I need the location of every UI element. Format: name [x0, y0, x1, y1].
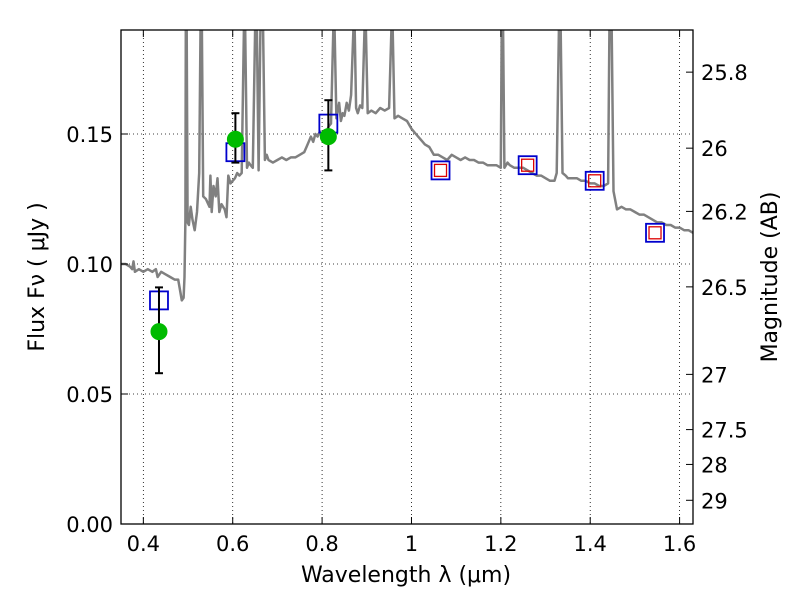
magnitude-tick-label: 25.8 — [701, 61, 748, 85]
y-axis-label: Flux Fν ( μJy ) — [25, 202, 50, 351]
y-tick-label: 0.00 — [66, 513, 113, 537]
x-tick-label: 0.4 — [127, 532, 160, 556]
model-blue-square — [584, 170, 605, 191]
x-tick-label: 1.6 — [663, 532, 696, 556]
magnitude-tick-label: 27.5 — [701, 419, 748, 443]
x-tick-label: 1 — [405, 532, 418, 556]
model-red-square — [433, 163, 448, 178]
x-tick-label: 1.4 — [574, 532, 607, 556]
series-layer — [121, 30, 693, 375]
observed-point — [226, 130, 244, 148]
y-axis-ticks: 0.00 0.05 0.10 0.15 — [66, 123, 128, 537]
observed-points — [150, 128, 337, 341]
observed-point — [150, 323, 168, 341]
magnitude-tick-label: 28 — [701, 453, 728, 477]
y-tick-label: 0.15 — [66, 123, 113, 147]
sed-line — [121, 30, 693, 302]
model-red-square — [648, 226, 662, 240]
x-tick-label: 0.8 — [305, 532, 338, 556]
magnitude-axis-ticks: 25.8 26 26.2 26.5 27 27.5 28 29 — [686, 61, 748, 513]
x-tick-label: 0.6 — [216, 532, 249, 556]
model-blue-square — [517, 155, 538, 176]
magnitude-tick-label: 29 — [701, 489, 728, 513]
magnitude-tick-label: 27 — [701, 363, 728, 387]
observed-point — [319, 128, 337, 146]
y-tick-label: 0.05 — [66, 383, 113, 407]
model-red-squares — [433, 158, 662, 240]
magnitude-tick-label: 26 — [701, 137, 728, 161]
model-red-square — [521, 158, 535, 172]
model-red-square — [588, 174, 602, 188]
x-tick-label: 1.2 — [484, 532, 517, 556]
grid — [121, 30, 693, 524]
x-axis-label: Wavelength λ (μm) — [301, 563, 511, 588]
y-tick-label: 0.10 — [66, 253, 113, 277]
magnitude-tick-label: 26.5 — [701, 276, 748, 300]
plot-frame — [120, 29, 694, 525]
right-axis-label: Magnitude (AB) — [758, 192, 783, 363]
model-blue-square — [430, 160, 451, 181]
plot-background — [121, 30, 693, 524]
model-blue-square — [645, 222, 665, 243]
x-axis-ticks: 0.4 0.6 0.8 1 1.2 1.4 1.6 — [127, 30, 696, 556]
magnitude-tick-label: 26.2 — [701, 200, 748, 224]
